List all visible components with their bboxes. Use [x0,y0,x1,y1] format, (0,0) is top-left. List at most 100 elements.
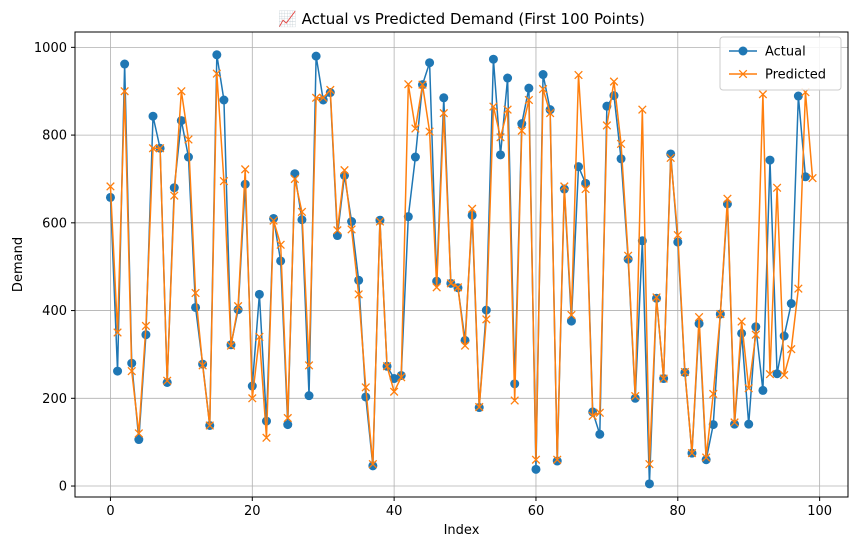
predicted-point [120,86,129,96]
actual-point [630,393,640,403]
x-tick-label: 0 [106,504,114,519]
predicted-point [673,230,683,240]
predicted-point [779,370,789,380]
predicted-point [212,69,222,78]
predicted-point [170,191,179,200]
actual-point [389,374,399,384]
predicted-point [248,394,257,403]
predicted-point [723,194,732,203]
predicted-point [333,226,342,235]
predicted-point [233,301,243,311]
actual-legend-marker [738,46,748,56]
predicted-point [439,108,449,118]
predicted-point [418,80,427,89]
predicted-point [482,315,491,324]
predicted-point [354,290,363,299]
actual-point [347,217,357,227]
predicted-point [616,139,626,149]
predicted-point [787,344,796,354]
predicted-point [347,225,356,234]
predicted-point [404,79,413,89]
chart-title: 📈 Actual vs Predicted Demand (First 100 … [278,10,645,28]
predicted-point [177,86,186,96]
predicted-point [162,376,172,386]
plot-area [74,31,849,498]
predicted-point [425,127,434,136]
predicted-point [609,77,619,86]
predicted-point [595,408,605,418]
actual-point [701,455,711,465]
y-tick-label: 200 [42,392,67,407]
predicted-point [808,173,817,183]
x-axis-label: Index [444,523,480,538]
predicted-point [552,455,562,464]
actual-point [779,331,789,341]
predicted-point [510,396,519,405]
predicted-point [602,121,612,130]
predicted-point [141,321,151,331]
actual-point [758,385,768,395]
predicted-point [630,391,640,401]
predicted-point [219,176,229,186]
actual-point [403,212,413,222]
actual-point [765,155,775,165]
predicted-point [772,183,782,192]
actual-point [283,420,293,430]
actual-point [269,213,279,223]
predicted-point [276,240,285,250]
predicted-point [680,367,690,377]
actual-legend-label: Actual [765,45,806,60]
predicted-point [716,309,725,319]
actual-point [566,316,576,326]
predicted-point [758,90,768,99]
predicted-point [113,328,122,337]
actual-point [219,95,229,105]
x-tick-label: 20 [244,504,261,519]
actual-point [595,429,605,439]
predicted-point [389,387,399,396]
predicted-point [581,184,590,194]
actual-point [290,169,300,179]
y-tick-label: 800 [42,129,67,144]
y-tick-label: 400 [42,304,67,319]
predicted-point [545,108,555,118]
actual-point [644,479,654,489]
predicted-point [588,411,597,421]
predicted-point [155,143,165,153]
predicted-point [205,421,215,430]
predicted-point [645,459,654,469]
predicted-point [226,341,236,350]
predicted-point [687,448,697,458]
predicted-point [623,251,633,260]
predicted-point [283,413,293,423]
actual-series-line [109,54,807,485]
predicted-point [517,126,527,135]
predicted-point [311,93,321,103]
x-tick-label: 80 [670,504,687,519]
actual-point [531,464,541,474]
predicted-point [467,204,477,214]
predicted-point [184,135,193,144]
predicted-point [730,418,739,427]
actual-point [538,70,548,80]
predicted-point [297,207,307,217]
predicted-point [269,216,278,225]
predicted-point [765,369,775,379]
actual-point [183,152,193,162]
actual-point [361,392,371,402]
predicted-point [560,182,569,191]
actual-point [439,93,449,103]
predicted-point [489,102,498,111]
predicted-point [127,366,136,376]
actual-point [311,51,321,61]
predicted-point [396,372,406,382]
predicted-point [382,362,392,371]
predicted-point [737,317,746,326]
predicted-point [496,133,505,142]
predicted-point [453,283,463,292]
predicted-point [708,389,718,399]
actual-point [524,83,534,93]
predicted-point [340,165,349,175]
actual-point [120,59,130,69]
